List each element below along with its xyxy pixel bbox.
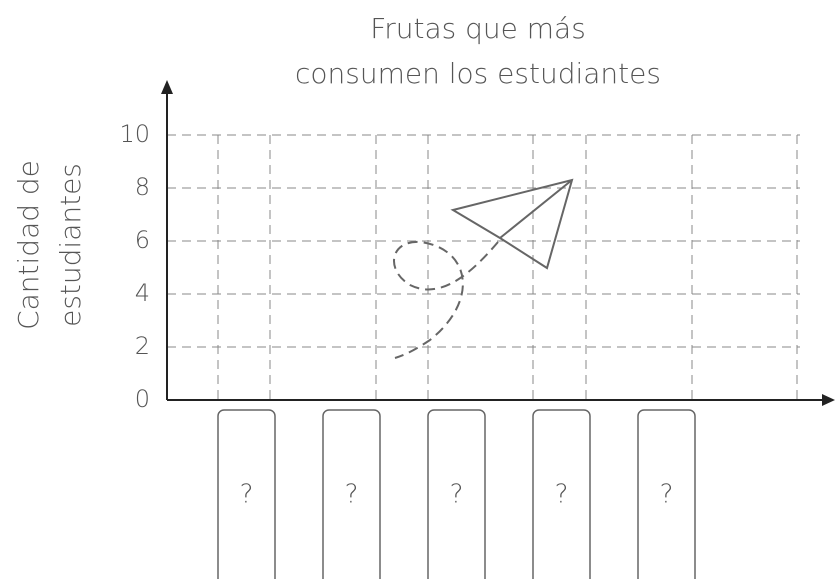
x-axis-arrow [822,394,835,406]
category-box [637,409,696,579]
category-box [322,409,381,579]
chart-title: Frutas que más [370,12,586,45]
y-tick-label: 4 [135,279,150,307]
x-tick-label: ? [660,480,674,510]
x-tick-label: ? [345,480,359,510]
y-axis-arrow [161,80,173,94]
category-box [532,409,591,579]
y-axis-label-line: Cantidad de [12,160,45,330]
x-tick-label: ? [555,480,569,510]
paper-plane [393,178,574,359]
y-axis-label-line: estudiantes [54,163,87,327]
category-box [217,409,276,579]
category-box [427,409,486,579]
vertical-grid [217,135,798,400]
plane-trail [393,240,499,359]
y-tick-label: 0 [135,385,150,413]
plane-fold [499,179,573,239]
plane-body [450,178,574,270]
x-tick-label: ? [450,480,464,510]
y-axis-label: estudiantes [54,163,87,327]
x-tick-label: ? [240,480,254,510]
y-axis-label: Cantidad de [12,160,45,330]
chart-title: consumen los estudiantes [295,57,661,90]
y-tick-label: 8 [135,173,150,201]
y-tick-label: 2 [135,332,150,360]
y-tick-label: 10 [119,120,150,148]
y-tick-label: 6 [135,226,150,254]
